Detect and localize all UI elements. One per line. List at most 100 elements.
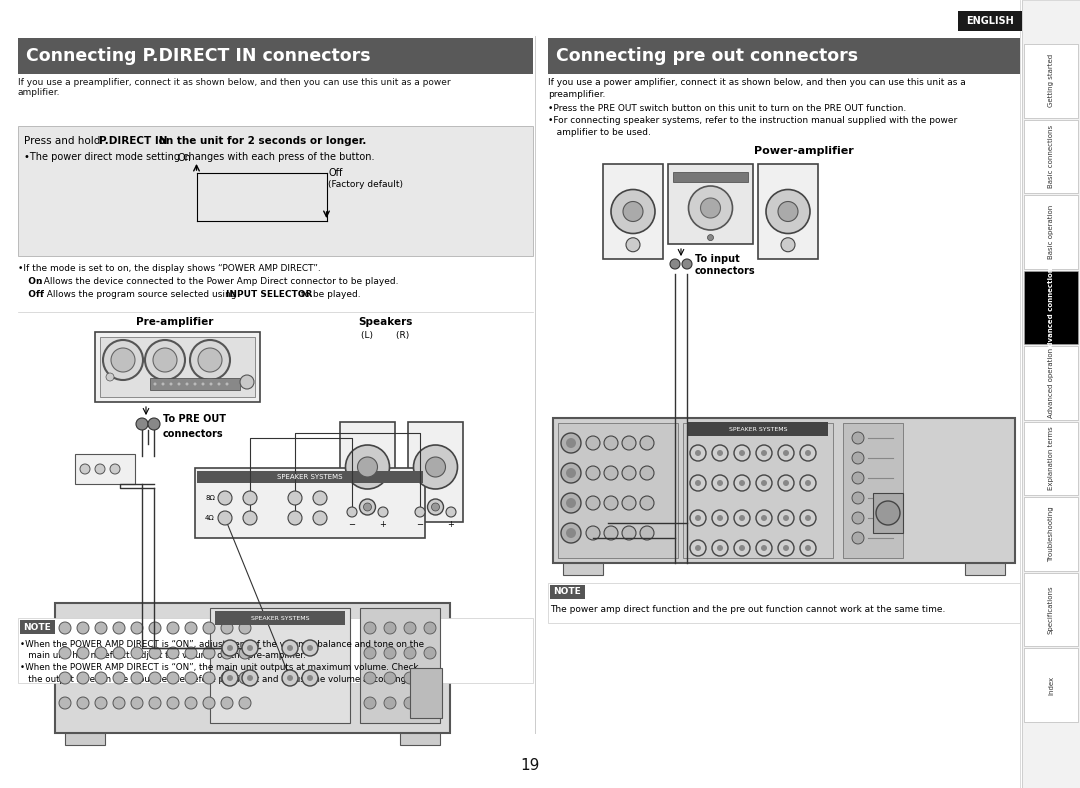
Circle shape: [186, 382, 189, 385]
Text: +: +: [447, 520, 455, 529]
Circle shape: [111, 348, 135, 372]
Circle shape: [202, 382, 204, 385]
Circle shape: [404, 672, 416, 684]
Circle shape: [364, 647, 376, 659]
Circle shape: [696, 480, 701, 486]
Circle shape: [364, 503, 372, 511]
Bar: [548, 583, 1020, 623]
Circle shape: [378, 507, 388, 517]
Text: : Allows the program source selected using: : Allows the program source selected usi…: [41, 290, 240, 299]
Text: Off: Off: [22, 290, 44, 299]
Circle shape: [360, 499, 376, 515]
Circle shape: [221, 622, 233, 634]
Circle shape: [717, 545, 723, 551]
Circle shape: [210, 382, 213, 385]
Circle shape: [307, 675, 313, 681]
Bar: [683, 423, 833, 558]
Circle shape: [778, 540, 794, 556]
Circle shape: [131, 697, 143, 709]
Bar: [873, 493, 903, 533]
Circle shape: [307, 645, 313, 651]
Text: connectors: connectors: [163, 429, 224, 439]
Circle shape: [734, 510, 750, 526]
Circle shape: [149, 647, 161, 659]
Text: NOTE: NOTE: [553, 588, 581, 597]
Text: Getting started: Getting started: [1048, 54, 1054, 107]
Circle shape: [95, 672, 107, 684]
Bar: [18, 38, 534, 74]
Bar: [563, 563, 603, 575]
Circle shape: [282, 640, 298, 656]
Circle shape: [696, 515, 701, 521]
Circle shape: [217, 382, 220, 385]
Text: •If the mode is set to on, the display shows “POWER AMP DIRECT”.: •If the mode is set to on, the display s…: [18, 264, 321, 273]
Circle shape: [424, 697, 436, 709]
Circle shape: [852, 432, 864, 444]
Circle shape: [240, 375, 254, 389]
Text: Connecting P.DIRECT IN connectors: Connecting P.DIRECT IN connectors: [26, 47, 370, 65]
Circle shape: [347, 507, 357, 517]
Circle shape: [681, 259, 692, 269]
Circle shape: [404, 697, 416, 709]
Circle shape: [167, 697, 179, 709]
Circle shape: [712, 475, 728, 491]
Text: If you use a preamplifier, connect it as shown below, and then you can use this : If you use a preamplifier, connect it as…: [18, 78, 450, 98]
Circle shape: [640, 526, 654, 540]
Circle shape: [221, 647, 233, 659]
Circle shape: [783, 515, 789, 521]
Circle shape: [805, 545, 811, 551]
Circle shape: [640, 466, 654, 480]
Circle shape: [428, 499, 444, 515]
Text: main unit has no effect. Adjust the volume on the pre-amplifier.: main unit has no effect. Adjust the volu…: [21, 652, 306, 660]
Circle shape: [148, 418, 160, 430]
Circle shape: [640, 496, 654, 510]
Circle shape: [800, 540, 816, 556]
Circle shape: [756, 475, 772, 491]
Circle shape: [302, 640, 318, 656]
Circle shape: [313, 491, 327, 505]
Circle shape: [357, 457, 378, 477]
Bar: [360, 608, 440, 723]
Circle shape: [226, 382, 229, 385]
Circle shape: [670, 259, 680, 269]
Circle shape: [783, 545, 789, 551]
Bar: [758, 164, 818, 259]
Bar: [65, 733, 105, 745]
Text: Basic connections: Basic connections: [1048, 125, 1054, 188]
Circle shape: [384, 697, 396, 709]
Circle shape: [106, 373, 114, 381]
Circle shape: [193, 382, 197, 385]
Bar: [1024, 44, 1078, 117]
Circle shape: [346, 445, 390, 489]
Circle shape: [80, 464, 90, 474]
Bar: [1024, 346, 1078, 420]
Circle shape: [131, 672, 143, 684]
Circle shape: [190, 340, 230, 380]
Circle shape: [586, 466, 600, 480]
Bar: [1024, 195, 1078, 269]
Bar: [1024, 649, 1078, 722]
Bar: [550, 585, 585, 599]
Circle shape: [113, 647, 125, 659]
Bar: [673, 172, 748, 182]
Circle shape: [690, 445, 706, 461]
Circle shape: [424, 672, 436, 684]
Circle shape: [800, 510, 816, 526]
Circle shape: [566, 468, 576, 478]
Text: preamplifier.: preamplifier.: [548, 90, 606, 99]
Circle shape: [364, 622, 376, 634]
Circle shape: [690, 510, 706, 526]
Circle shape: [446, 507, 456, 517]
Circle shape: [287, 675, 293, 681]
Bar: [548, 38, 1020, 74]
Circle shape: [566, 438, 576, 448]
Bar: [215, 611, 345, 625]
Circle shape: [203, 697, 215, 709]
Circle shape: [696, 450, 701, 456]
Text: Basic operation: Basic operation: [1048, 205, 1054, 259]
Bar: [197, 471, 423, 483]
Circle shape: [242, 640, 258, 656]
Circle shape: [611, 189, 654, 233]
Circle shape: [247, 645, 253, 651]
Circle shape: [761, 450, 767, 456]
